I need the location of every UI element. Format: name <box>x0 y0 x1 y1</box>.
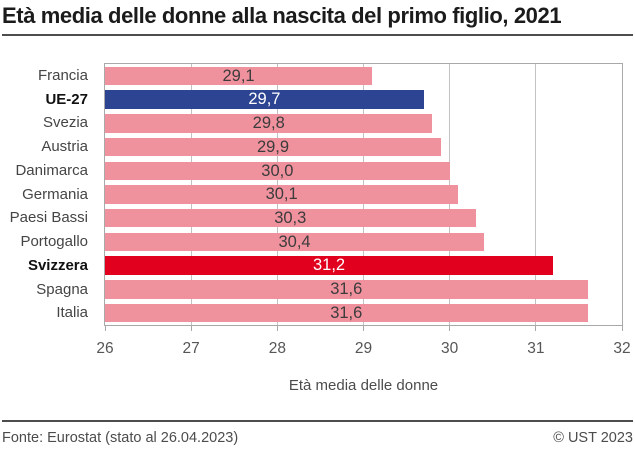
tick-mark <box>104 326 106 331</box>
category-label-svizzera: Svizzera <box>27 256 88 274</box>
bar-germania: 30,1 <box>105 185 459 204</box>
bar-value-label: 30,4 <box>278 232 311 251</box>
tick-mark <box>276 326 278 331</box>
bar-value-label: 31,6 <box>330 280 363 299</box>
chart-title: Età media delle donne alla nascita del p… <box>2 3 562 28</box>
bar-value-label: 31,6 <box>330 303 363 322</box>
bar-austria: 29,9 <box>105 137 442 157</box>
bar-value-label: 31,2 <box>312 256 346 275</box>
bar-svezia: 29,8 <box>105 114 433 133</box>
category-label-germania: Germania <box>22 185 88 203</box>
bar-danimarca: 30,0 <box>105 161 450 181</box>
x-tick-label: 29 <box>354 340 373 357</box>
bar-value-label: 29,7 <box>248 90 281 109</box>
footer-source: Fonte: Eurostat (stato al 26.04.2023) <box>2 430 239 446</box>
category-label-paesi-bassi: Paesi Bassi <box>9 209 88 227</box>
category-label-ue-27: UE-27 <box>45 90 88 108</box>
category-label-spagna: Spagna <box>36 280 88 298</box>
bar-francia: 29,1 <box>105 66 373 86</box>
category-label-danimarca: Danimarca <box>15 161 88 179</box>
tick-mark <box>621 326 623 331</box>
footer-rule <box>2 420 633 422</box>
bar-svizzera: 31,2 <box>105 256 554 275</box>
bar-value-label: 29,1 <box>222 66 255 85</box>
bar-ue-27: 29,7 <box>105 90 424 109</box>
x-tick-label: 30 <box>441 340 459 357</box>
title-rule <box>2 34 633 36</box>
category-label-francia: Francia <box>37 67 88 84</box>
category-label-portogallo: Portogallo <box>20 233 88 251</box>
bar-value-label: 29,8 <box>252 114 285 133</box>
tick-mark <box>535 326 537 331</box>
x-tick-label: 31 <box>527 340 545 357</box>
category-label-italia: Italia <box>56 304 88 322</box>
bar-value-label: 30,3 <box>274 208 307 227</box>
bar-spagna: 31,6 <box>105 280 588 299</box>
bar-value-label: 30,0 <box>261 161 294 180</box>
tick-mark <box>363 326 364 331</box>
footer-copyright: © UST 2023 <box>553 430 633 446</box>
bar-paesi-bassi: 30,3 <box>105 208 476 228</box>
tick-mark <box>449 326 451 331</box>
bar-portogallo: 30,4 <box>105 232 485 252</box>
x-tick-label: 32 <box>613 340 631 357</box>
x-axis-title: Età media delle donne <box>288 377 439 394</box>
x-tick-label: 28 <box>268 340 286 357</box>
x-tick-label: 27 <box>182 340 200 357</box>
gridline <box>535 64 537 325</box>
bar-value-label: 30,1 <box>265 185 298 204</box>
bar-italia: 31,6 <box>105 303 588 323</box>
tick-mark <box>190 326 192 331</box>
plot-area: 29,1 29,7 29,8 29,9 30,0 30,1 30,3 30,4 31,2 31,6… <box>104 63 623 326</box>
category-label-svezia: Svezia <box>42 114 88 132</box>
x-tick-label: 26 <box>96 340 114 357</box>
bar-value-label: 29,9 <box>256 137 290 156</box>
category-label-austria: Austria <box>41 138 88 156</box>
